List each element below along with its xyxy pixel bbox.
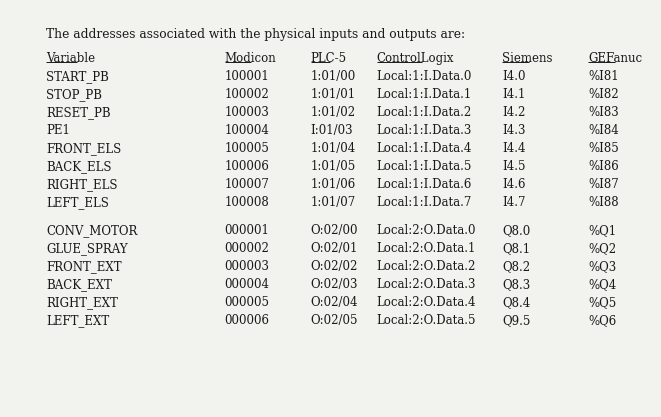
Text: Variable: Variable: [46, 52, 95, 65]
Text: Siemens: Siemens: [502, 52, 553, 65]
Text: %Q4: %Q4: [588, 278, 617, 291]
Text: %I81: %I81: [588, 70, 619, 83]
Text: Modicon: Modicon: [225, 52, 276, 65]
Text: LEFT_EXT: LEFT_EXT: [46, 314, 110, 327]
Text: START_PB: START_PB: [46, 70, 109, 83]
Text: 000004: 000004: [225, 278, 270, 291]
Text: Local:1:I.Data.2: Local:1:I.Data.2: [377, 106, 472, 119]
Text: RESET_PB: RESET_PB: [46, 106, 111, 119]
Text: I:01/03: I:01/03: [311, 124, 353, 137]
Text: RIGHT_ELS: RIGHT_ELS: [46, 178, 118, 191]
Text: Q8.2: Q8.2: [502, 260, 531, 273]
Text: %I86: %I86: [588, 160, 619, 173]
Text: Local:1:I.Data.0: Local:1:I.Data.0: [377, 70, 472, 83]
Text: O:02/01: O:02/01: [311, 242, 358, 255]
Text: %Q2: %Q2: [588, 242, 617, 255]
Text: 1:01/06: 1:01/06: [311, 178, 356, 191]
Text: Local:2:O.Data.0: Local:2:O.Data.0: [377, 224, 477, 237]
Text: Q8.4: Q8.4: [502, 296, 531, 309]
Text: 000005: 000005: [225, 296, 270, 309]
Text: 1:01/04: 1:01/04: [311, 142, 356, 155]
Text: Local:1:I.Data.5: Local:1:I.Data.5: [377, 160, 472, 173]
Text: LEFT_ELS: LEFT_ELS: [46, 196, 109, 209]
Text: GLUE_SPRAY: GLUE_SPRAY: [46, 242, 128, 255]
Text: Local:2:O.Data.5: Local:2:O.Data.5: [377, 314, 477, 327]
Text: 1:01/01: 1:01/01: [311, 88, 356, 101]
Text: BACK_EXT: BACK_EXT: [46, 278, 112, 291]
Text: 100007: 100007: [225, 178, 270, 191]
Text: I4.2: I4.2: [502, 106, 525, 119]
Text: Local:2:O.Data.4: Local:2:O.Data.4: [377, 296, 477, 309]
Text: I4.0: I4.0: [502, 70, 526, 83]
Text: %Q5: %Q5: [588, 296, 617, 309]
Text: 1:01/02: 1:01/02: [311, 106, 356, 119]
Text: I4.5: I4.5: [502, 160, 526, 173]
Text: PE1: PE1: [46, 124, 70, 137]
Text: O:02/00: O:02/00: [311, 224, 358, 237]
Text: RIGHT_EXT: RIGHT_EXT: [46, 296, 118, 309]
Text: %Q6: %Q6: [588, 314, 617, 327]
Text: STOP_PB: STOP_PB: [46, 88, 102, 101]
Text: O:02/05: O:02/05: [311, 314, 358, 327]
Text: 100005: 100005: [225, 142, 270, 155]
Text: Local:1:I.Data.4: Local:1:I.Data.4: [377, 142, 472, 155]
Text: 100006: 100006: [225, 160, 270, 173]
Text: The addresses associated with the physical inputs and outputs are:: The addresses associated with the physic…: [46, 28, 465, 41]
Text: I4.3: I4.3: [502, 124, 526, 137]
Text: I4.1: I4.1: [502, 88, 525, 101]
Text: I4.6: I4.6: [502, 178, 526, 191]
Text: Q9.5: Q9.5: [502, 314, 531, 327]
Text: FRONT_ELS: FRONT_ELS: [46, 142, 122, 155]
Text: BACK_ELS: BACK_ELS: [46, 160, 112, 173]
Text: I4.4: I4.4: [502, 142, 526, 155]
Text: Q8.1: Q8.1: [502, 242, 531, 255]
Text: 100008: 100008: [225, 196, 270, 209]
Text: Local:1:I.Data.6: Local:1:I.Data.6: [377, 178, 472, 191]
Text: 000001: 000001: [225, 224, 270, 237]
Text: 000002: 000002: [225, 242, 270, 255]
Text: %I88: %I88: [588, 196, 619, 209]
Text: O:02/02: O:02/02: [311, 260, 358, 273]
Text: 1:01/00: 1:01/00: [311, 70, 356, 83]
Text: Q8.0: Q8.0: [502, 224, 531, 237]
Text: 100002: 100002: [225, 88, 270, 101]
Text: Local:1:I.Data.1: Local:1:I.Data.1: [377, 88, 472, 101]
Text: %Q3: %Q3: [588, 260, 617, 273]
Text: %I84: %I84: [588, 124, 619, 137]
Text: Local:2:O.Data.2: Local:2:O.Data.2: [377, 260, 476, 273]
Text: Q8.3: Q8.3: [502, 278, 531, 291]
Text: 1:01/07: 1:01/07: [311, 196, 356, 209]
Text: 1:01/05: 1:01/05: [311, 160, 356, 173]
Text: %I82: %I82: [588, 88, 619, 101]
Text: I4.7: I4.7: [502, 196, 526, 209]
Text: FRONT_EXT: FRONT_EXT: [46, 260, 122, 273]
Text: O:02/03: O:02/03: [311, 278, 358, 291]
Text: GEFanuc: GEFanuc: [588, 52, 642, 65]
Text: Local:1:I.Data.7: Local:1:I.Data.7: [377, 196, 472, 209]
Text: ControlLogix: ControlLogix: [377, 52, 454, 65]
Text: CONV_MOTOR: CONV_MOTOR: [46, 224, 137, 237]
Text: 000006: 000006: [225, 314, 270, 327]
Text: Local:2:O.Data.3: Local:2:O.Data.3: [377, 278, 477, 291]
Text: Local:1:I.Data.3: Local:1:I.Data.3: [377, 124, 472, 137]
Text: %Q1: %Q1: [588, 224, 617, 237]
Text: %I83: %I83: [588, 106, 619, 119]
Text: 100004: 100004: [225, 124, 270, 137]
Text: Local:2:O.Data.1: Local:2:O.Data.1: [377, 242, 476, 255]
Text: PLC-5: PLC-5: [311, 52, 347, 65]
Text: 100001: 100001: [225, 70, 270, 83]
Text: 000003: 000003: [225, 260, 270, 273]
Text: 100003: 100003: [225, 106, 270, 119]
Text: %I87: %I87: [588, 178, 619, 191]
Text: O:02/04: O:02/04: [311, 296, 358, 309]
Text: %I85: %I85: [588, 142, 619, 155]
